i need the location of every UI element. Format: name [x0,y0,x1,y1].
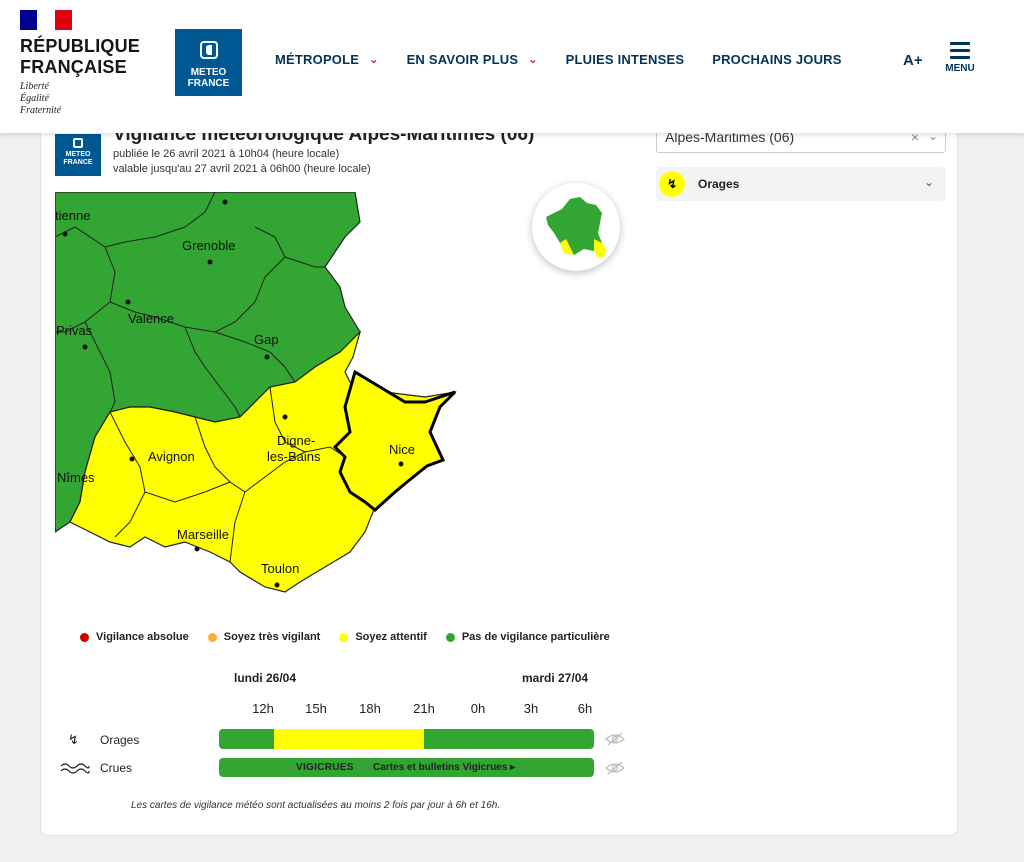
accordion-label: Orages [698,177,740,191]
republique-francaise-logo[interactable]: RÉPUBLIQUE FRANÇAISE Liberté Égalité Fra… [20,10,140,117]
dropdown-chevron-icon[interactable]: ⌄ [927,129,938,143]
timeline-segment [424,729,594,749]
nav-item-metropole[interactable]: MÉTROPOLE ⌄ [275,52,379,67]
map-region-alpes-maritimes[interactable] [332,369,457,512]
department-value: Alpes-Maritimes (06) [665,129,795,145]
mini-logo-line2: FRANCE [63,159,93,166]
legend-item: Pas de vigilance particulière [445,631,610,643]
department-borders [55,192,346,563]
update-footnote: Les cartes de vigilance météo sont actua… [131,800,501,811]
city-label-nice: Nice [389,442,415,457]
meteo-logo-line1: METEO [190,67,227,78]
chevron-down-icon: ⌄ [923,175,934,189]
hour-label: 18h [359,701,381,716]
hour-label: 12h [252,701,274,716]
city-label-digne-line2: les-Bains [267,449,321,464]
legend-label: Pas de vigilance particulière [461,631,610,643]
eye-slash-icon[interactable] [605,760,625,779]
legend-dot-orange [207,632,217,642]
vigicrues-logo: VIGICRUES [296,762,354,773]
vigicrues-link[interactable]: Cartes et bulletins Vigicrues ▸ [373,762,516,773]
published-date: publiée le 26 avril 2021 à 10h04 (heure … [113,148,340,160]
french-flag-icon [20,10,72,30]
crues-timeline-bar[interactable]: VIGICRUES Cartes et bulletins Vigicrues … [219,758,594,777]
main-nav: MÉTROPOLE ⌄ EN SAVOIR PLUS ⌄ PLUIES INTE… [275,52,870,67]
city-label-avignon: Avignon [148,449,195,464]
day-label-lundi: lundi 26/04 [234,671,297,685]
republic-name-line1: RÉPUBLIQUE [20,36,141,56]
france-overview-button[interactable] [532,183,620,271]
legend-dot-green [445,632,455,642]
row-label-orages: Orages [100,733,140,747]
hour-label: 0h [470,701,486,716]
valid-until-date: valable jusqu'au 27 avril 2021 à 06h00 (… [113,163,371,175]
nav-label: PLUIES INTENSES [565,52,685,67]
legend-dot-yellow [339,632,349,642]
menu-label: MENU [945,63,975,74]
font-size-button[interactable]: A+ [903,52,923,69]
nav-item-en-savoir-plus[interactable]: EN SAVOIR PLUS ⌄ [407,52,538,67]
france-mini-map [546,197,606,257]
nav-item-pluies-intenses[interactable]: PLUIES INTENSES [566,52,685,67]
city-label-toulon: Toulon [261,561,299,576]
city-label-marseille: Marseille [177,527,229,542]
city-dots [62,199,404,588]
orages-timeline-bar[interactable] [219,729,594,749]
row-label-crues: Crues [100,761,133,775]
hour-label: 15h [305,701,327,716]
hour-label: 3h [523,701,539,716]
menu-button[interactable]: MENU [943,42,977,74]
legend-label: Soyez très vigilant [223,631,321,643]
motto-fraternite: Fraternité [20,105,62,116]
legend-item: Vigilance absolue [80,631,189,643]
clear-icon[interactable]: × [910,129,919,145]
site-header: RÉPUBLIQUE FRANÇAISE Liberté Égalité Fra… [0,0,1024,133]
nav-label: EN SAVOIR PLUS [406,52,519,67]
city-label-digne-line1: Digne- [277,433,315,448]
meteo-france-glyph-icon [73,138,83,148]
legend: Vigilance absolue Soyez très vigilant So… [80,631,629,643]
chevron-down-icon: ⌄ [528,54,538,66]
nav-label: PROCHAINS JOURS [712,52,842,67]
city-label-gap: Gap [254,332,279,347]
city-label-nimes: Nîmes [57,470,95,485]
meteo-logo-line2: FRANCE [187,78,230,89]
nav-label: MÉTROPOLE [275,52,360,67]
waves-icon [60,762,90,777]
motto-liberte: Liberté [20,81,49,92]
city-label-privas: Privas [56,323,93,338]
chevron-down-icon: ⌄ [369,54,379,66]
vigilance-map[interactable]: tienne Grenoble Valence Privas Gap Avign… [55,192,625,602]
motto-egalite: Égalité [20,93,49,104]
eye-slash-icon[interactable] [605,731,625,750]
lightning-icon: ↯ [68,732,79,747]
legend-label: Soyez attentif [355,631,427,643]
legend-item: Soyez attentif [339,631,427,643]
timeline-segment [219,729,275,749]
hour-label: 6h [577,701,593,716]
hour-label: 21h [413,701,435,716]
city-label-valence: Valence [128,311,174,326]
meteo-france-logo[interactable]: METEO FRANCE [175,29,242,96]
nav-item-prochains-jours[interactable]: PROCHAINS JOURS [712,52,841,67]
meteo-france-glyph-icon [199,41,218,59]
republic-name-line2: FRANÇAISE [20,57,127,77]
legend-item: Soyez très vigilant [207,631,321,643]
meteo-france-small-logo: METEO FRANCE [55,134,101,176]
timeline-segment [274,729,425,749]
hamburger-icon [943,42,977,59]
day-label-mardi: mardi 27/04 [522,671,589,685]
legend-dot-red [80,632,89,642]
mini-logo-line1: METEO [65,151,91,158]
lightning-icon: ↯ [659,171,685,197]
city-label-saint-etienne: tienne [55,208,90,223]
accordion-orages[interactable]: ↯ Orages ⌄ [656,167,946,201]
legend-label: Vigilance absolue [96,631,189,643]
city-label-grenoble: Grenoble [182,238,235,253]
